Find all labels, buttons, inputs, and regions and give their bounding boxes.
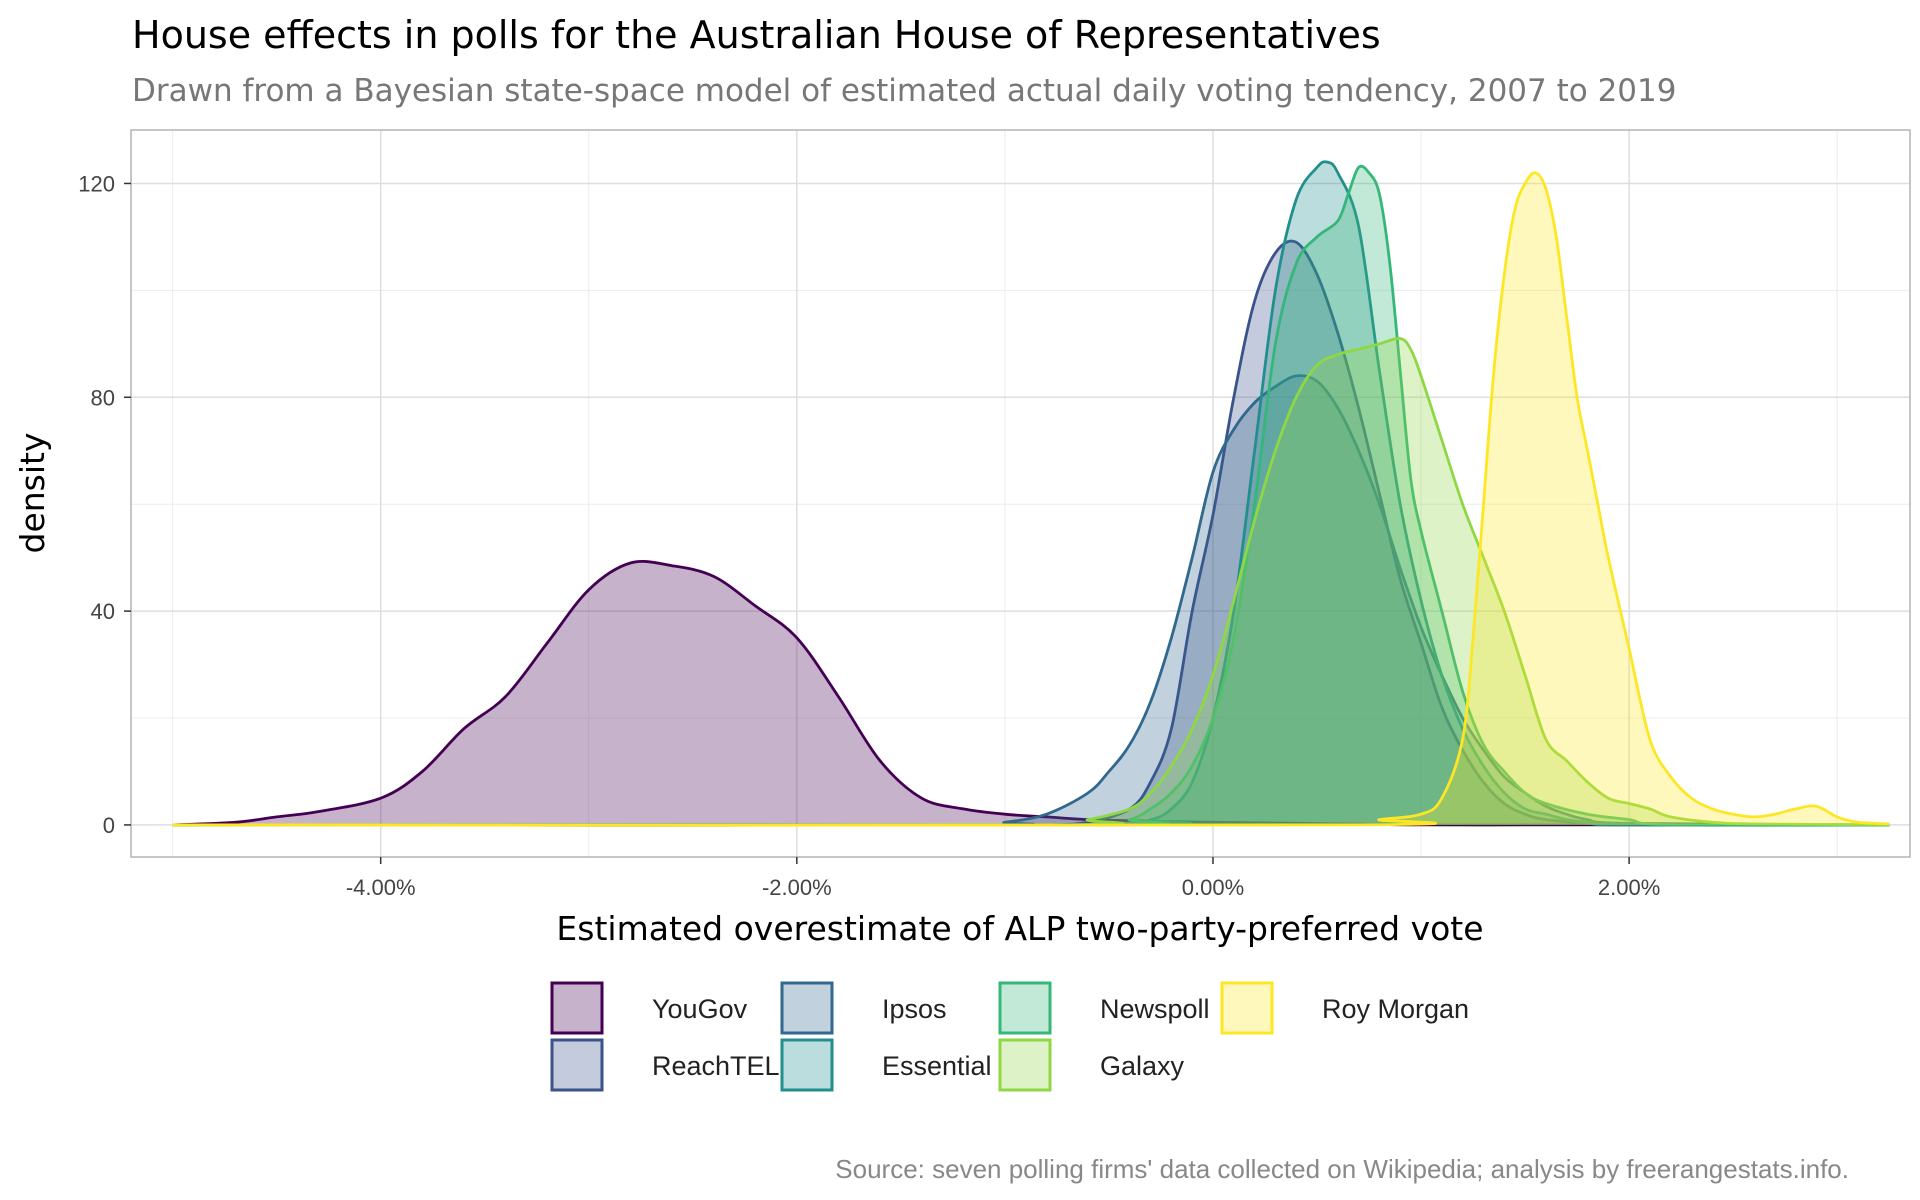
y-tick-label: 40 bbox=[91, 599, 115, 624]
legend-label: Essential bbox=[882, 1051, 992, 1081]
x-tick-label: 0.00% bbox=[1182, 875, 1244, 900]
legend-item-essential: Essential bbox=[780, 1038, 992, 1092]
x-tick-label: 2.00% bbox=[1598, 875, 1660, 900]
legend-key-background bbox=[782, 1040, 832, 1090]
legend-key-background bbox=[1222, 983, 1272, 1033]
chart-caption: Source: seven polling firms' data collec… bbox=[835, 1154, 1849, 1184]
x-axis-title: Estimated overestimate of ALP two-party-… bbox=[556, 909, 1483, 948]
legend: YouGov ReachTEL Ipsos Essential Newspoll Gala… bbox=[550, 981, 1469, 1092]
y-tick-label: 0 bbox=[103, 813, 115, 838]
legend-item-galaxy: Galaxy bbox=[998, 1038, 1185, 1092]
grid-lines bbox=[131, 130, 1910, 857]
legend-item-yougov: YouGov bbox=[550, 981, 748, 1035]
legend-key-background bbox=[1000, 983, 1050, 1033]
y-axis-title: density bbox=[13, 433, 52, 554]
density-line-galaxy bbox=[172, 336, 1890, 827]
legend-swatch bbox=[550, 1038, 604, 1092]
x-tick-label: -4.00% bbox=[346, 875, 416, 900]
y-tick-label: 80 bbox=[91, 385, 115, 410]
x-tick-label: -2.00% bbox=[762, 875, 832, 900]
density-area-galaxy bbox=[172, 338, 1890, 826]
legend-label: YouGov bbox=[652, 994, 748, 1024]
density-area-roy-morgan bbox=[172, 172, 1890, 826]
legend-label: Roy Morgan bbox=[1322, 994, 1469, 1024]
legend-item-ipsos: Ipsos bbox=[780, 981, 947, 1035]
legend-label: ReachTEL bbox=[652, 1051, 780, 1081]
plot-panel bbox=[131, 130, 1910, 857]
legend-swatch bbox=[1220, 981, 1274, 1035]
legend-item-newspoll: Newspoll bbox=[998, 981, 1210, 1035]
legend-key-background bbox=[552, 1040, 602, 1090]
legend-swatch bbox=[780, 981, 834, 1035]
legend-swatch bbox=[780, 1038, 834, 1092]
legend-item-roy-morgan: Roy Morgan bbox=[1220, 981, 1469, 1035]
legend-key-background bbox=[1000, 1040, 1050, 1090]
plot-border bbox=[130, 129, 1911, 858]
chart-subtitle: Drawn from a Bayesian state-space model … bbox=[132, 73, 1676, 109]
legend-swatch bbox=[550, 981, 604, 1035]
density-line-essential bbox=[172, 160, 1890, 827]
legend-key-background bbox=[782, 983, 832, 1033]
legend-key-background bbox=[552, 983, 602, 1033]
density-series bbox=[172, 160, 1890, 827]
chart-title: House effects in polls for the Australia… bbox=[132, 13, 1381, 57]
density-line-roy-morgan bbox=[172, 171, 1890, 827]
legend-label: Newspoll bbox=[1100, 994, 1210, 1024]
legend-swatch bbox=[998, 1038, 1052, 1092]
density-area-yougov bbox=[172, 561, 1890, 825]
density-line-newspoll bbox=[172, 164, 1890, 827]
legend-item-reachtel: ReachTEL bbox=[550, 1038, 780, 1092]
y-tick-label: 120 bbox=[78, 171, 115, 196]
axis-ticks: -4.00% -2.00% 0.00% 2.00% 0 40 80 120 bbox=[78, 171, 1660, 900]
legend-label: Ipsos bbox=[882, 994, 947, 1024]
legend-label: Galaxy bbox=[1100, 1051, 1185, 1081]
legend-swatch bbox=[998, 981, 1052, 1035]
